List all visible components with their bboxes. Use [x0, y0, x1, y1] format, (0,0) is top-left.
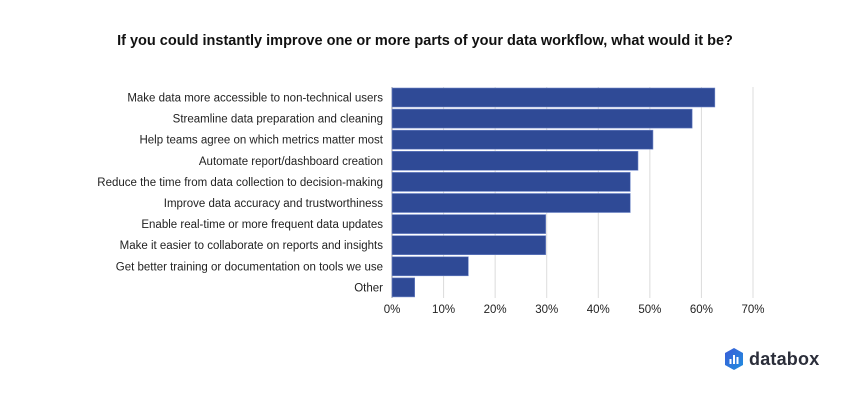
x-tick-label: 40%: [587, 304, 610, 316]
category-label: Automate report/dashboard creation: [199, 156, 383, 168]
x-tick-label: 10%: [432, 304, 455, 316]
bar: [391, 172, 631, 192]
category-label: Improve data accuracy and trustworthines…: [164, 198, 383, 210]
x-tick-label: 30%: [535, 304, 558, 316]
bar: [391, 129, 654, 150]
category-label: Enable real-time or more frequent data u…: [141, 219, 383, 231]
category-label: Help teams agree on which metrics matter…: [139, 135, 383, 147]
databox-logo: databox: [724, 348, 819, 370]
databox-logo-icon: [725, 348, 743, 370]
x-tick-label: 0%: [384, 304, 401, 316]
category-label: Make it easier to collaborate on reports…: [120, 240, 384, 252]
category-label: Reduce the time from data collection to …: [97, 177, 383, 189]
bar: [391, 108, 693, 129]
bar: [391, 193, 631, 213]
x-tick-label: 60%: [690, 304, 713, 316]
databox-logo-text: databox: [749, 348, 820, 369]
category-label: Get better training or documentation on …: [116, 261, 383, 273]
x-tick-label: 20%: [484, 304, 507, 316]
bar: [391, 277, 415, 298]
chart-title: If you could instantly improve one or mo…: [117, 33, 733, 49]
category-label: Streamline data preparation and cleaning: [173, 114, 383, 126]
bar: [391, 87, 716, 108]
bar: [391, 214, 546, 234]
bar: [391, 256, 469, 277]
x-tick-label: 50%: [638, 304, 661, 316]
bar: [391, 151, 639, 171]
bar: [391, 235, 546, 255]
category-label: Make data more accessible to non-technic…: [127, 93, 383, 105]
category-label: Other: [354, 282, 383, 294]
x-tick-label: 70%: [741, 304, 764, 316]
